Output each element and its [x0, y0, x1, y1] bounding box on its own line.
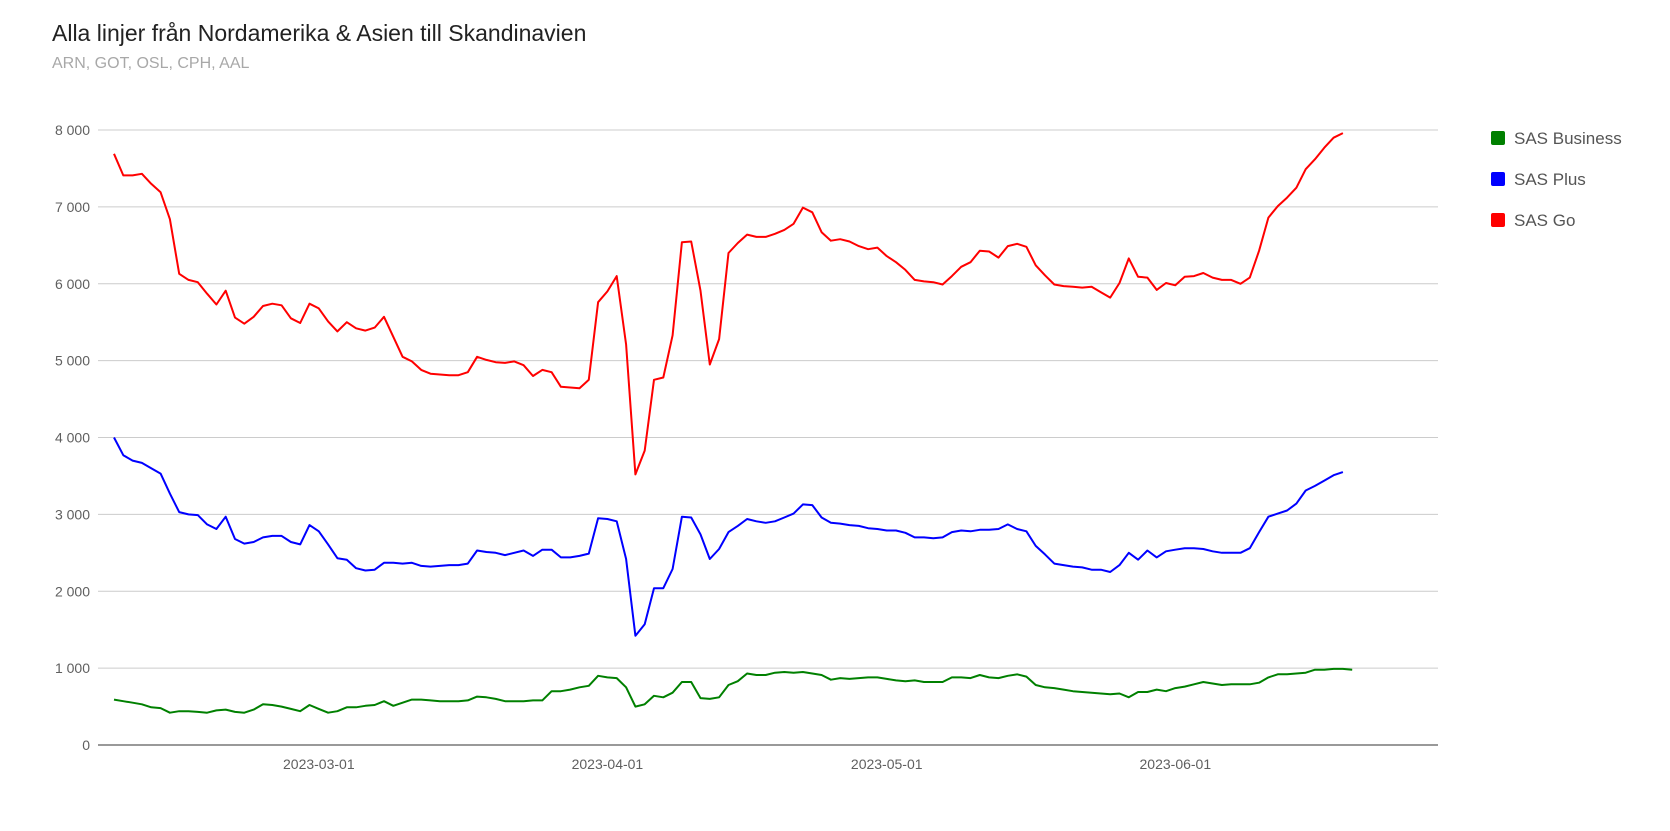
- series-line-sas-business: [113, 667, 1353, 714]
- series-line-sas-go: [113, 132, 1344, 476]
- legend: SAS Business SAS Plus SAS Go: [1491, 129, 1622, 230]
- chart-title: Alla linjer från Nordamerika & Asien til…: [52, 20, 587, 46]
- x-tick-label: 2023-05-01: [851, 756, 923, 772]
- y-tick-label: 8 000: [55, 122, 90, 138]
- y-tick-label: 3 000: [55, 506, 90, 522]
- y-axis-ticks: 0 1 000 2 000 3 000 4 000 5 000 6 000 7 000 8 00…: [55, 122, 90, 753]
- legend-label: SAS Business: [1514, 129, 1622, 148]
- gridlines: [98, 129, 1438, 746]
- legend-swatch: [1491, 131, 1505, 145]
- x-tick-label: 2023-06-01: [1140, 756, 1212, 772]
- legend-swatch: [1491, 213, 1505, 227]
- x-tick-label: 2023-04-01: [572, 756, 644, 772]
- y-tick-label: 5 000: [55, 353, 90, 369]
- legend-swatch: [1491, 172, 1505, 186]
- y-tick-label: 0: [82, 737, 90, 753]
- x-axis-ticks: 2023-03-01 2023-04-01 2023-05-01 2023-06-01: [283, 756, 1211, 772]
- y-tick-label: 4 000: [55, 430, 90, 446]
- y-tick-label: 7 000: [55, 199, 90, 215]
- legend-label: SAS Plus: [1514, 170, 1586, 189]
- x-tick-label: 2023-03-01: [283, 756, 355, 772]
- y-tick-label: 2 000: [55, 583, 90, 599]
- chart-subtitle: ARN, GOT, OSL, CPH, AAL: [52, 55, 250, 72]
- y-tick-label: 1 000: [55, 660, 90, 676]
- series-lines: [113, 132, 1353, 714]
- series-line-sas-plus: [113, 437, 1344, 637]
- y-tick-label: 6 000: [55, 276, 90, 292]
- legend-label: SAS Go: [1514, 211, 1575, 230]
